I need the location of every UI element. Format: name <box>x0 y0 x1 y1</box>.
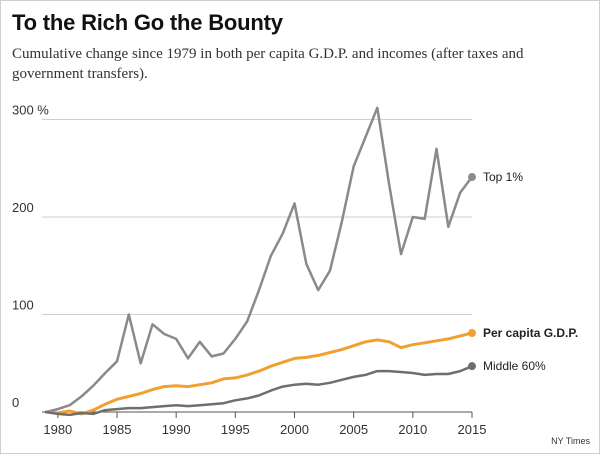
series-line-1 <box>44 331 474 416</box>
x-tick-label-1990: 1990 <box>162 422 191 437</box>
series-lines <box>44 106 476 417</box>
y-tick-label-200: 200 <box>12 200 34 215</box>
axes: 0 100 200 300 % 1980 1985 1990 1995 2000 2005 2010… <box>12 103 486 438</box>
series-end-marker-0 <box>468 173 476 182</box>
x-tick-label-2010: 2010 <box>398 422 427 437</box>
x-tick-label-1985: 1985 <box>103 422 132 437</box>
series-label-0: Top 1% <box>483 170 523 184</box>
source-credit: NY Times <box>551 436 590 446</box>
x-tick-label-1995: 1995 <box>221 422 250 437</box>
series-line-2 <box>44 364 474 417</box>
x-tick-label-2015: 2015 <box>458 422 487 437</box>
series-label-2: Middle 60% <box>483 359 546 373</box>
x-tick-label-2000: 2000 <box>280 422 309 437</box>
y-tick-label-0: 0 <box>12 395 19 410</box>
x-tick-label-2005: 2005 <box>339 422 368 437</box>
series-end-marker-1 <box>468 329 476 338</box>
chart-subtitle: Cumulative change since 1979 in both per… <box>12 46 524 82</box>
y-tick-label-100: 100 <box>12 298 34 313</box>
chart-title: To the Rich Go the Bounty <box>12 10 283 35</box>
series-labels: Top 1% Per capita G.D.P. Middle 60% <box>483 170 578 373</box>
y-tick-label-300: 300 % <box>12 103 49 118</box>
x-tick-label-1980: 1980 <box>43 422 72 437</box>
gridlines <box>42 119 472 413</box>
series-line-0 <box>44 106 474 414</box>
series-label-1: Per capita G.D.P. <box>483 326 578 340</box>
series-end-marker-2 <box>468 362 476 371</box>
